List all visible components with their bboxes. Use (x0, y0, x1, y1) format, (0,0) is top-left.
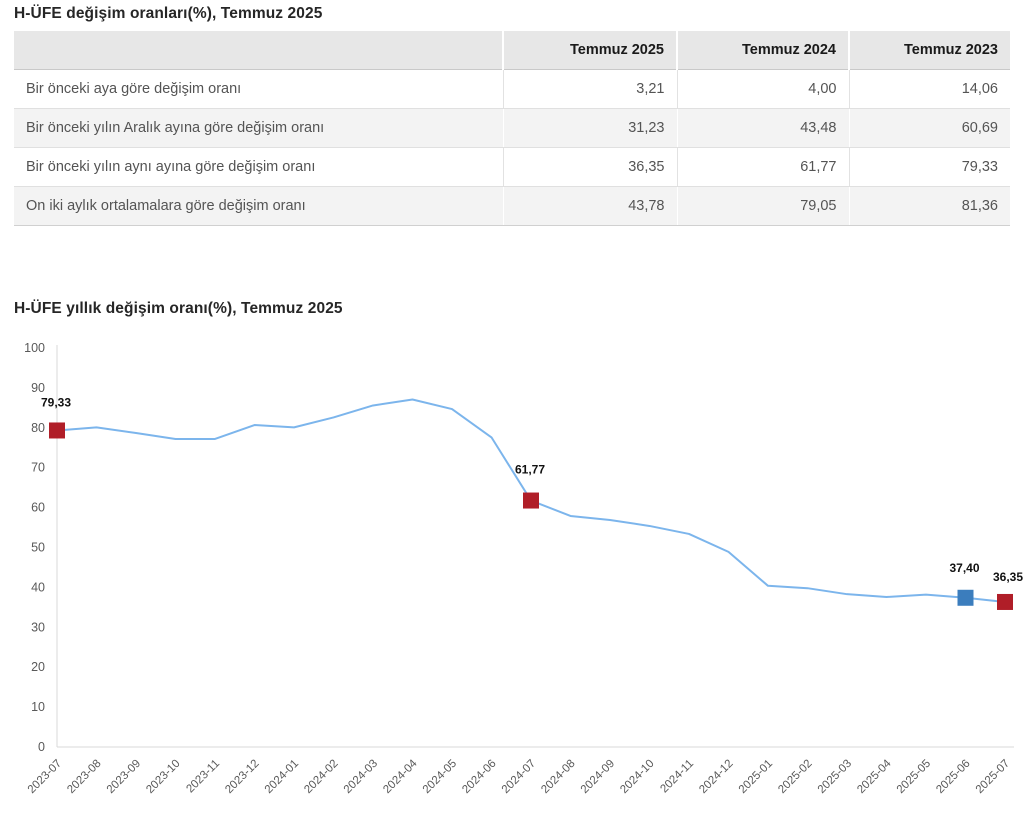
cell-value: 43,78 (502, 186, 677, 226)
row-label: Bir önceki yılın Aralık ayına göre değiş… (14, 108, 503, 148)
y-axis-tick-label: 40 (31, 580, 45, 594)
summary-table: Temmuz 2025 Temmuz 2024 Temmuz 2023 Bir … (14, 31, 1010, 226)
x-axis-tick-label: 2024-04 (381, 757, 420, 796)
cell-value: 61,77 (676, 147, 849, 187)
x-axis-tick-label: 2023-10 (144, 758, 182, 796)
x-axis-tick-label: 2025-01 (737, 758, 775, 796)
table-row: On iki aylık ortalamalara göre değişim o… (14, 186, 1010, 226)
x-axis-tick-label: 2025-04 (855, 757, 894, 796)
table-row: Bir önceki yılın aynı ayına göre değişim… (14, 147, 1010, 187)
y-axis-tick-label: 90 (31, 381, 45, 395)
table-row: Bir önceki yılın Aralık ayına göre değiş… (14, 108, 1010, 148)
y-axis-tick-label: 100 (24, 341, 45, 355)
series-marker-2023-07[interactable] (49, 422, 65, 439)
x-axis-tick-label: 2024-07 (500, 758, 538, 796)
y-axis-tick-label: 20 (31, 660, 45, 674)
x-axis-tick-label: 2024-06 (460, 758, 498, 796)
x-axis-tick-label: 2025-02 (776, 758, 814, 796)
row-label: Bir önceki yılın aynı ayına göre değişim… (14, 147, 503, 187)
cell-value: 31,23 (502, 108, 677, 148)
data-label-2024-07: 61,77 (515, 463, 545, 477)
series-marker-2025-06[interactable] (957, 589, 974, 606)
row-label: Bir önceki aya göre değişim oranı (14, 69, 503, 109)
table-row: Bir önceki aya göre değişim oranı 3,21 4… (14, 69, 1010, 109)
x-axis-tick-label: 2023-09 (105, 758, 143, 796)
x-axis-tick-label: 2025-06 (934, 758, 972, 796)
y-axis-tick-label: 80 (31, 421, 45, 435)
chart-title: H-ÜFE yıllık değişim oranı(%), Temmuz 20… (14, 300, 343, 317)
y-axis-tick-label: 30 (31, 620, 45, 634)
x-axis-tick-label: 2024-01 (263, 758, 301, 796)
cell-value: 79,33 (848, 147, 1010, 187)
data-label-2025-07: 36,35 (993, 570, 1023, 584)
x-axis-tick-label: 2025-05 (895, 758, 933, 796)
y-axis-tick-label: 10 (31, 700, 45, 714)
x-axis-tick-label: 2024-05 (421, 758, 459, 796)
x-axis-tick-label: 2024-11 (658, 758, 696, 796)
table-header-row: Temmuz 2025 Temmuz 2024 Temmuz 2023 (14, 31, 1010, 70)
x-axis-tick-label: 2024-10 (618, 758, 656, 796)
y-axis-tick-label: 50 (31, 541, 45, 555)
data-label-2023-07: 79,33 (41, 395, 71, 409)
cell-value: 43,48 (676, 108, 849, 148)
column-header-empty (14, 31, 503, 70)
cell-value: 3,21 (502, 69, 677, 109)
cell-value: 79,05 (676, 186, 849, 226)
x-axis-tick-label: 2023-11 (184, 758, 222, 796)
y-axis-tick-label: 0 (38, 740, 45, 754)
x-axis-tick-label: 2024-02 (302, 758, 340, 796)
table-title: H-ÜFE değişim oranları(%), Temmuz 2025 (14, 5, 323, 22)
data-label-2025-06: 37,40 (949, 561, 979, 575)
x-axis-tick-label: 2024-03 (342, 758, 380, 796)
x-axis-tick-label: 2024-09 (579, 758, 617, 796)
x-axis-tick-label: 2023-12 (223, 758, 261, 796)
x-axis-tick-label: 2023-08 (65, 758, 103, 796)
x-axis-tick-label: 2024-08 (539, 758, 577, 796)
x-axis-tick-label: 2023-07 (26, 758, 64, 796)
x-axis-tick-label: 2024-12 (697, 758, 735, 796)
cell-value: 81,36 (848, 186, 1010, 226)
y-axis-tick-label: 60 (31, 501, 45, 515)
column-header-temmuz-2023: Temmuz 2023 (848, 31, 1010, 70)
column-header-temmuz-2024: Temmuz 2024 (676, 31, 849, 70)
x-axis-tick-label: 2025-03 (816, 758, 854, 796)
cell-value: 36,35 (502, 147, 677, 187)
cell-value: 60,69 (848, 108, 1010, 148)
row-label: On iki aylık ortalamalara göre değişim o… (14, 186, 503, 226)
cell-value: 4,00 (676, 69, 849, 109)
cell-value: 14,06 (848, 69, 1010, 109)
x-axis-tick-label: 2025-07 (974, 758, 1012, 796)
column-header-temmuz-2025: Temmuz 2025 (502, 31, 677, 70)
series-marker-2025-07[interactable] (997, 593, 1013, 610)
series-marker-2024-07[interactable] (523, 492, 539, 509)
y-axis-tick-label: 70 (31, 461, 45, 475)
